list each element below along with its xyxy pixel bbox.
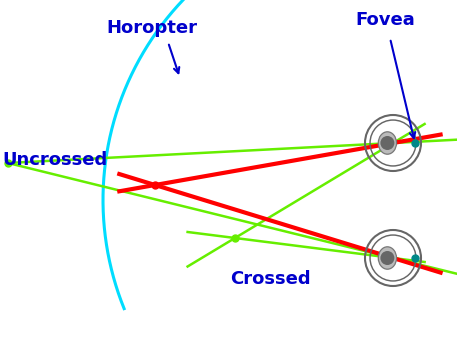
Circle shape (380, 136, 394, 150)
Text: Fovea: Fovea (355, 11, 415, 29)
Ellipse shape (378, 132, 397, 154)
Circle shape (380, 251, 394, 265)
Text: Crossed: Crossed (230, 270, 311, 288)
Text: Horopter: Horopter (106, 19, 197, 37)
Text: Uncrossed: Uncrossed (2, 151, 107, 169)
Ellipse shape (378, 247, 397, 269)
